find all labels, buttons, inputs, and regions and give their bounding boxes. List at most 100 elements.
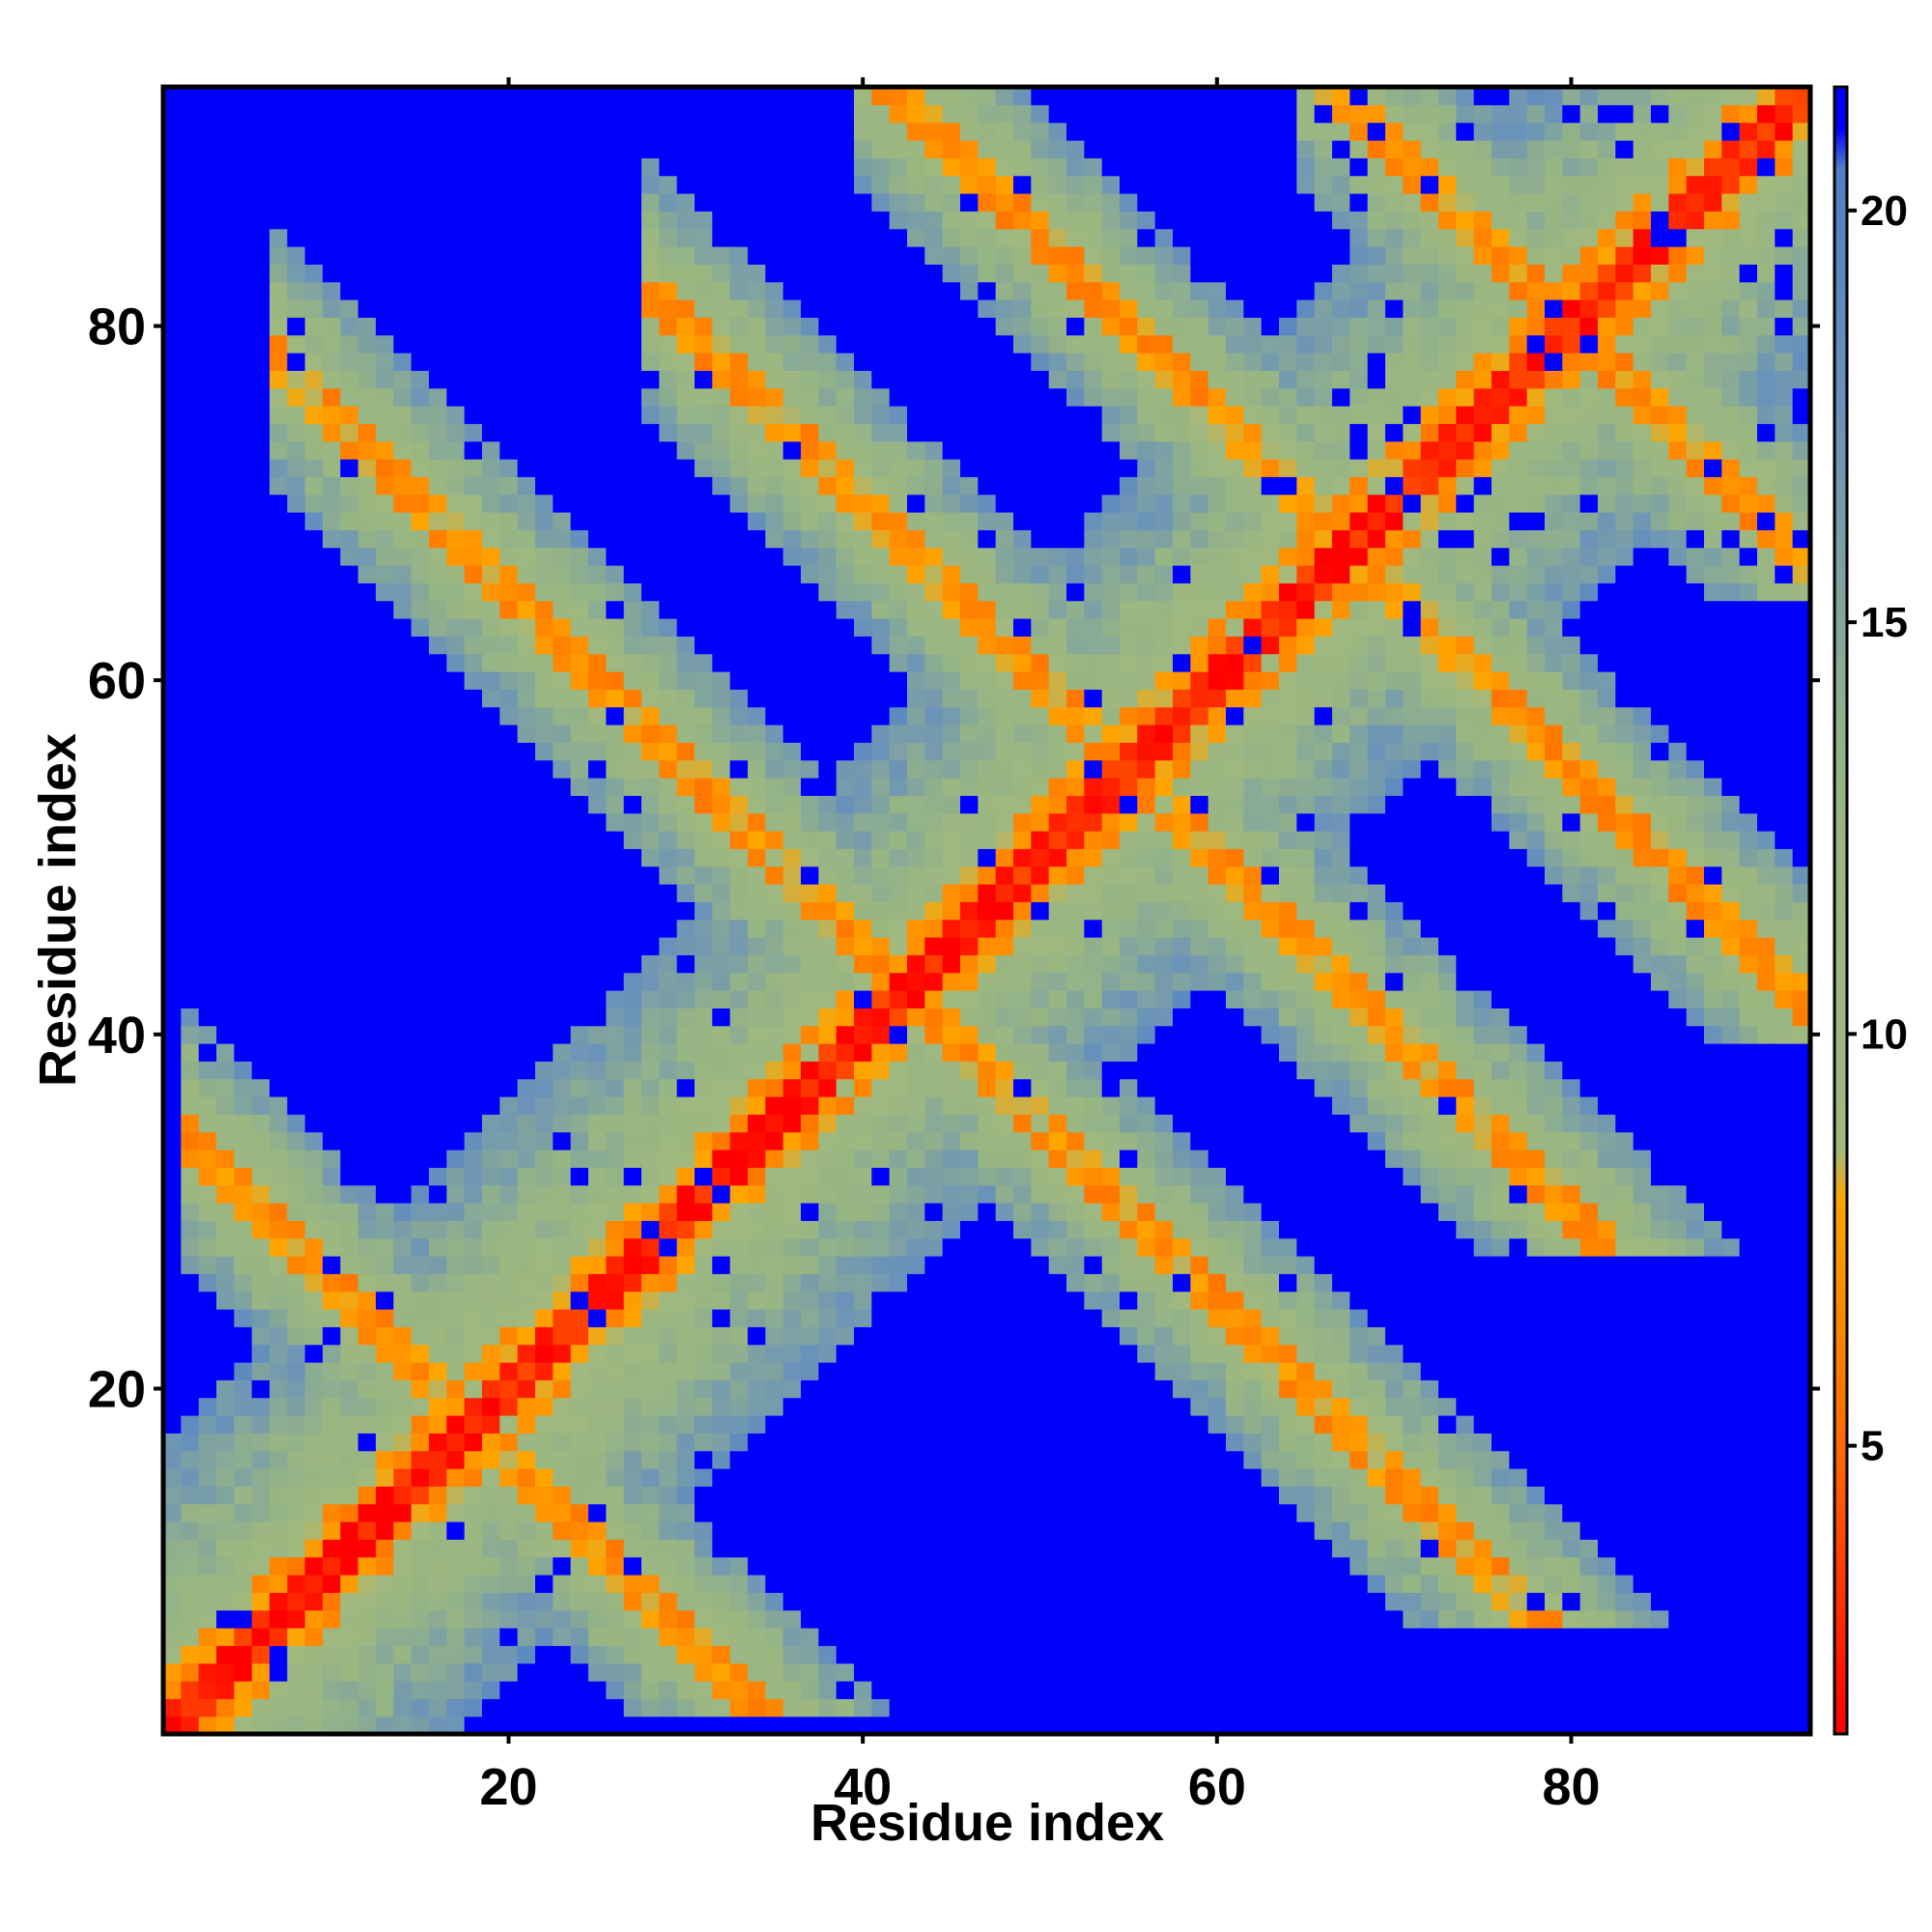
heatmap-cell — [234, 423, 253, 442]
heatmap-cell — [836, 582, 855, 602]
heatmap-cell — [270, 1061, 288, 1080]
heatmap-cell — [446, 1681, 466, 1699]
heatmap-cell — [695, 1645, 713, 1664]
heatmap-cell — [641, 600, 660, 619]
heatmap-cell — [446, 1184, 466, 1204]
heatmap-cell — [818, 281, 838, 300]
heatmap-cell — [323, 671, 341, 690]
heatmap-cell — [482, 1362, 500, 1380]
heatmap-cell — [1013, 1486, 1032, 1505]
heatmap-cell — [676, 742, 696, 761]
heatmap-cell — [942, 122, 961, 141]
heatmap-cell — [304, 1078, 324, 1097]
heatmap-cell — [1066, 228, 1085, 247]
heatmap-cell — [198, 706, 217, 725]
heatmap-cell — [181, 600, 200, 619]
heatmap-cell — [1066, 406, 1085, 424]
heatmap-cell — [234, 795, 253, 814]
heatmap-cell — [357, 334, 377, 354]
heatmap-cell — [216, 1008, 235, 1027]
heatmap-cell — [924, 1008, 944, 1027]
heatmap-cell — [464, 600, 483, 619]
heatmap-cell — [1066, 1114, 1085, 1133]
heatmap-cell — [446, 387, 466, 407]
heatmap-cell — [659, 476, 678, 496]
heatmap-cell — [676, 831, 696, 849]
heatmap-cell — [960, 1486, 979, 1505]
heatmap-cell — [270, 795, 288, 814]
heatmap-cell — [801, 353, 819, 371]
heatmap-cell — [323, 1698, 341, 1718]
heatmap-cell — [323, 1681, 341, 1699]
heatmap-cell — [960, 193, 979, 212]
heatmap-cell — [1031, 600, 1050, 619]
heatmap-cell — [216, 1291, 235, 1310]
heatmap-cell — [729, 742, 749, 761]
heatmap-cell — [1031, 671, 1050, 690]
heatmap-cell — [871, 919, 891, 938]
heatmap-cell — [181, 565, 200, 583]
heatmap-cell — [854, 866, 872, 885]
heatmap-cell — [676, 1220, 696, 1239]
heatmap-cell — [588, 618, 607, 637]
heatmap-cell — [765, 866, 784, 885]
heatmap-cell — [765, 459, 784, 477]
heatmap-cell — [357, 848, 377, 867]
heatmap-cell — [1013, 1397, 1032, 1416]
heatmap-cell — [499, 440, 519, 460]
heatmap-cell — [270, 1645, 288, 1664]
heatmap-cell — [270, 1379, 288, 1399]
heatmap-cell — [854, 742, 872, 761]
heatmap-cell — [1066, 742, 1085, 761]
heatmap-cell — [411, 1344, 430, 1363]
heatmap-cell — [1031, 1344, 1050, 1363]
heatmap-cell — [251, 1379, 270, 1399]
heatmap-cell — [323, 990, 341, 1009]
heatmap-cell — [181, 1061, 200, 1080]
heatmap-cell — [782, 1167, 802, 1186]
heatmap-cell — [889, 866, 908, 885]
heatmap-cell — [1066, 1539, 1085, 1558]
heatmap-cell — [376, 1628, 394, 1646]
heatmap-cell — [676, 901, 696, 921]
heatmap-cell — [464, 1681, 483, 1699]
heatmap-cell — [323, 1131, 341, 1151]
heatmap-cell — [535, 1184, 554, 1204]
heatmap-cell — [818, 459, 838, 477]
heatmap-cell — [570, 87, 589, 105]
heatmap-cell — [251, 1521, 270, 1540]
heatmap-cell — [676, 795, 696, 814]
heatmap-cell — [234, 1716, 253, 1735]
heatmap-cell — [588, 1521, 607, 1540]
heatmap-cell — [357, 1468, 377, 1487]
heatmap-cell — [482, 122, 500, 141]
heatmap-cell — [641, 1220, 660, 1239]
heatmap-cell — [836, 1150, 855, 1168]
heatmap-cell — [889, 281, 908, 300]
heatmap-cell — [1013, 299, 1032, 318]
heatmap-cell — [659, 387, 678, 407]
heatmap-cell — [854, 1681, 872, 1699]
heatmap-cell — [729, 653, 749, 672]
heatmap-cell — [641, 317, 660, 336]
heatmap-cell — [836, 175, 855, 194]
heatmap-cell — [782, 1575, 802, 1593]
heatmap-cell — [1013, 848, 1032, 867]
heatmap-cell — [978, 1556, 997, 1576]
heatmap-cell — [623, 1061, 642, 1080]
heatmap-cell — [588, 299, 607, 318]
heatmap-cell — [304, 1114, 324, 1133]
heatmap-cell — [429, 228, 447, 247]
heatmap-cell — [659, 759, 678, 779]
heatmap-cell — [695, 866, 713, 885]
heatmap-cell — [871, 246, 891, 265]
heatmap-cell — [854, 353, 872, 371]
heatmap-cell — [659, 1379, 678, 1399]
heatmap-cell — [588, 1025, 607, 1044]
heatmap-cell — [765, 281, 784, 300]
heatmap-cell — [960, 795, 979, 814]
heatmap-cell — [1066, 211, 1085, 230]
heatmap-cell — [376, 246, 394, 265]
heatmap-cell — [641, 1397, 660, 1416]
heatmap-cell — [960, 1078, 979, 1097]
